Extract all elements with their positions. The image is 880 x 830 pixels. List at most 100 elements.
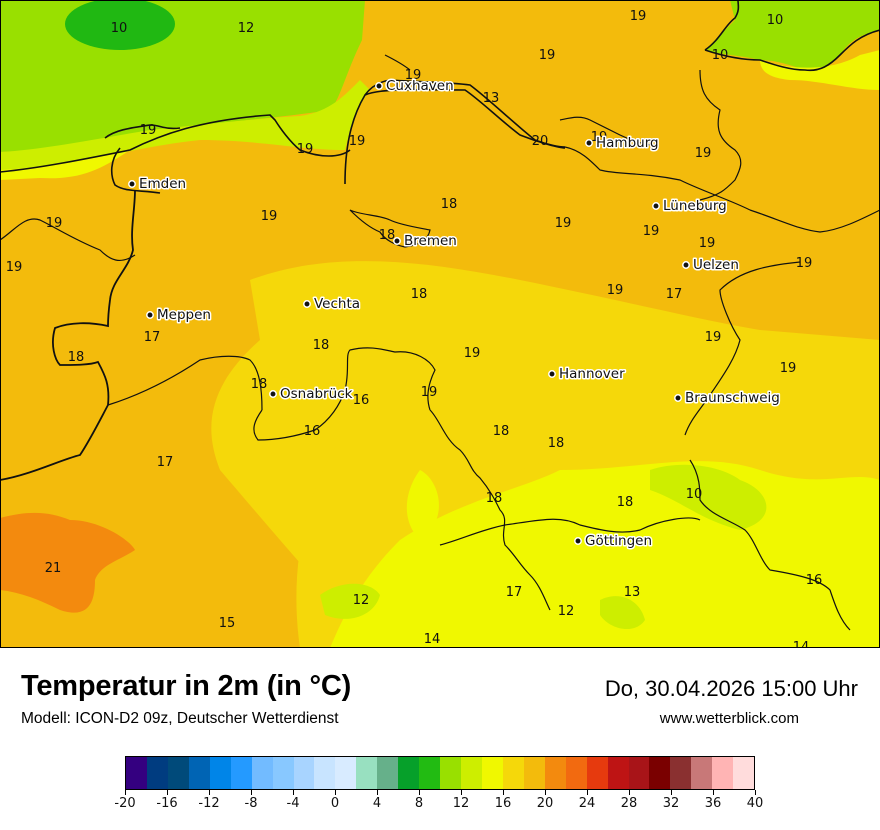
city-label: Osnabrück — [280, 386, 353, 402]
tick-label: -8 — [244, 796, 258, 811]
temperature-colorbar — [125, 756, 755, 790]
colorbar-swatch — [733, 757, 755, 789]
city-marker[interactable]: Cuxhaven — [375, 77, 455, 96]
colorbar-swatch — [398, 757, 420, 789]
tick-label: -4 — [286, 796, 300, 811]
border-nrw — [107, 355, 263, 411]
sea-region-10 — [65, 0, 175, 50]
city-marker[interactable]: Hannover — [548, 365, 627, 384]
baltic-coast-region-14 — [760, 50, 880, 90]
city-marker[interactable]: Bremen — [393, 232, 458, 251]
tick-mark — [292, 790, 294, 795]
city-dot-icon — [682, 261, 690, 269]
city-marker[interactable]: Hamburg — [585, 134, 660, 153]
colorbar-swatch — [335, 757, 357, 789]
temperature-value: 19 — [705, 330, 722, 345]
border-district-nw — [0, 218, 136, 262]
colorbar-swatch — [607, 757, 629, 789]
colorbar-swatch — [230, 757, 252, 789]
city-marker[interactable]: Uelzen — [682, 256, 740, 275]
colorbar-swatch — [586, 757, 608, 789]
city-markers: Cuxhaven Hamburg Emden Lüneburg Bremen Uelzen… — [128, 77, 781, 551]
city-marker[interactable]: Braunschweig — [674, 389, 781, 408]
temperature-value: 10 — [686, 487, 703, 502]
temperature-value: 19 — [261, 209, 278, 224]
temperature-value: 21 — [45, 561, 62, 576]
temperature-value: 19 — [591, 130, 608, 145]
tick-mark — [754, 790, 756, 795]
city-marker[interactable]: Meppen — [146, 306, 212, 325]
tick-label: 28 — [620, 796, 638, 811]
colorbar-swatch — [544, 757, 566, 789]
city-marker[interactable]: Göttingen — [574, 532, 654, 551]
colorbar-swatch — [167, 757, 189, 789]
temperature-value: 15 — [219, 616, 236, 631]
temperature-value: 18 — [486, 491, 503, 506]
colorbar-swatch — [649, 757, 671, 789]
tick-label: 32 — [662, 796, 680, 811]
temperature-map: 10 12 19 10 19 10 19 13 19 19 20 19 19 19 18 19 19 19 18 19… — [0, 0, 880, 648]
border-nl-de — [0, 189, 136, 481]
temperature-value: 18 — [441, 197, 458, 212]
city-label: Meppen — [157, 307, 211, 323]
temperature-value: 18 — [617, 495, 634, 510]
tick-label: -16 — [156, 796, 178, 811]
tick-label: 40 — [746, 796, 764, 811]
map-footer: Temperatur in 2m (in °C) Modell: ICON-D2… — [0, 648, 880, 830]
border-thuringia — [689, 459, 851, 631]
city-marker[interactable]: Lüneburg — [652, 197, 728, 216]
city-label: Hamburg — [596, 135, 659, 151]
border-hessen — [429, 409, 551, 611]
tick-label: 36 — [704, 796, 722, 811]
map-canvas: 10 12 19 10 19 10 19 13 19 19 20 19 19 19 18 19 19 19 18 19… — [0, 0, 880, 648]
colorbar-swatch — [670, 757, 692, 789]
city-dot-icon — [303, 300, 311, 308]
dollart-bay — [110, 147, 161, 194]
city-marker[interactable]: Emden — [128, 175, 188, 194]
temperature-value: 19 — [607, 283, 624, 298]
temperature-value: 17 — [506, 585, 523, 600]
tick-mark — [586, 790, 588, 795]
temperature-value: 19 — [46, 216, 63, 231]
city-dot-icon — [146, 311, 154, 319]
tick-mark — [250, 790, 252, 795]
coastal-region-14 — [0, 80, 370, 172]
city-label: Hannover — [559, 366, 625, 382]
model-subtitle: Modell: ICON-D2 09z, Deutscher Wetterdie… — [21, 710, 339, 727]
colorbar-swatch — [712, 757, 734, 789]
city-dot-icon — [548, 370, 556, 378]
border-hamburg-n — [559, 116, 651, 146]
city-marker[interactable]: Vechta — [303, 295, 362, 314]
temperature-value: 19 — [464, 346, 481, 361]
border-minden — [344, 347, 436, 411]
colorbar-swatch — [188, 757, 210, 789]
city-marker[interactable]: Osnabrück — [269, 385, 354, 404]
border-cuxhaven — [384, 54, 411, 71]
coastal-region-16 — [0, 150, 130, 180]
city-dot-icon — [674, 394, 682, 402]
tick-mark — [208, 790, 210, 795]
temperature-value: 17 — [666, 287, 683, 302]
temperature-value: 19 — [630, 9, 647, 24]
tick-mark — [712, 790, 714, 795]
colorbar-swatch — [419, 757, 441, 789]
tick-label: 4 — [372, 796, 382, 811]
tick-mark — [670, 790, 672, 795]
baltic-coastline-w — [704, 0, 740, 51]
temperature-value: 14 — [424, 632, 441, 647]
temperature-value: 18 — [411, 287, 428, 302]
tick-mark — [376, 790, 378, 795]
colorbar-ticks: -20 -16 -12 -8 -4 0 4 8 12 16 20 24 28 32 36 40 — [114, 790, 763, 820]
region-12-harz — [650, 464, 767, 530]
temperature-value: 18 — [251, 377, 268, 392]
colorbar-swatch — [481, 757, 503, 789]
tick-label: 24 — [578, 796, 596, 811]
tick-mark — [502, 790, 504, 795]
east-frisian-island — [104, 124, 181, 139]
website-link[interactable]: www.wetterblick.com — [659, 710, 799, 727]
coastline — [0, 114, 351, 173]
temperature-value: 12 — [353, 593, 370, 608]
city-dot-icon — [375, 82, 383, 90]
temperature-value: 19 — [405, 68, 422, 83]
colorbar-swatch — [461, 757, 482, 789]
